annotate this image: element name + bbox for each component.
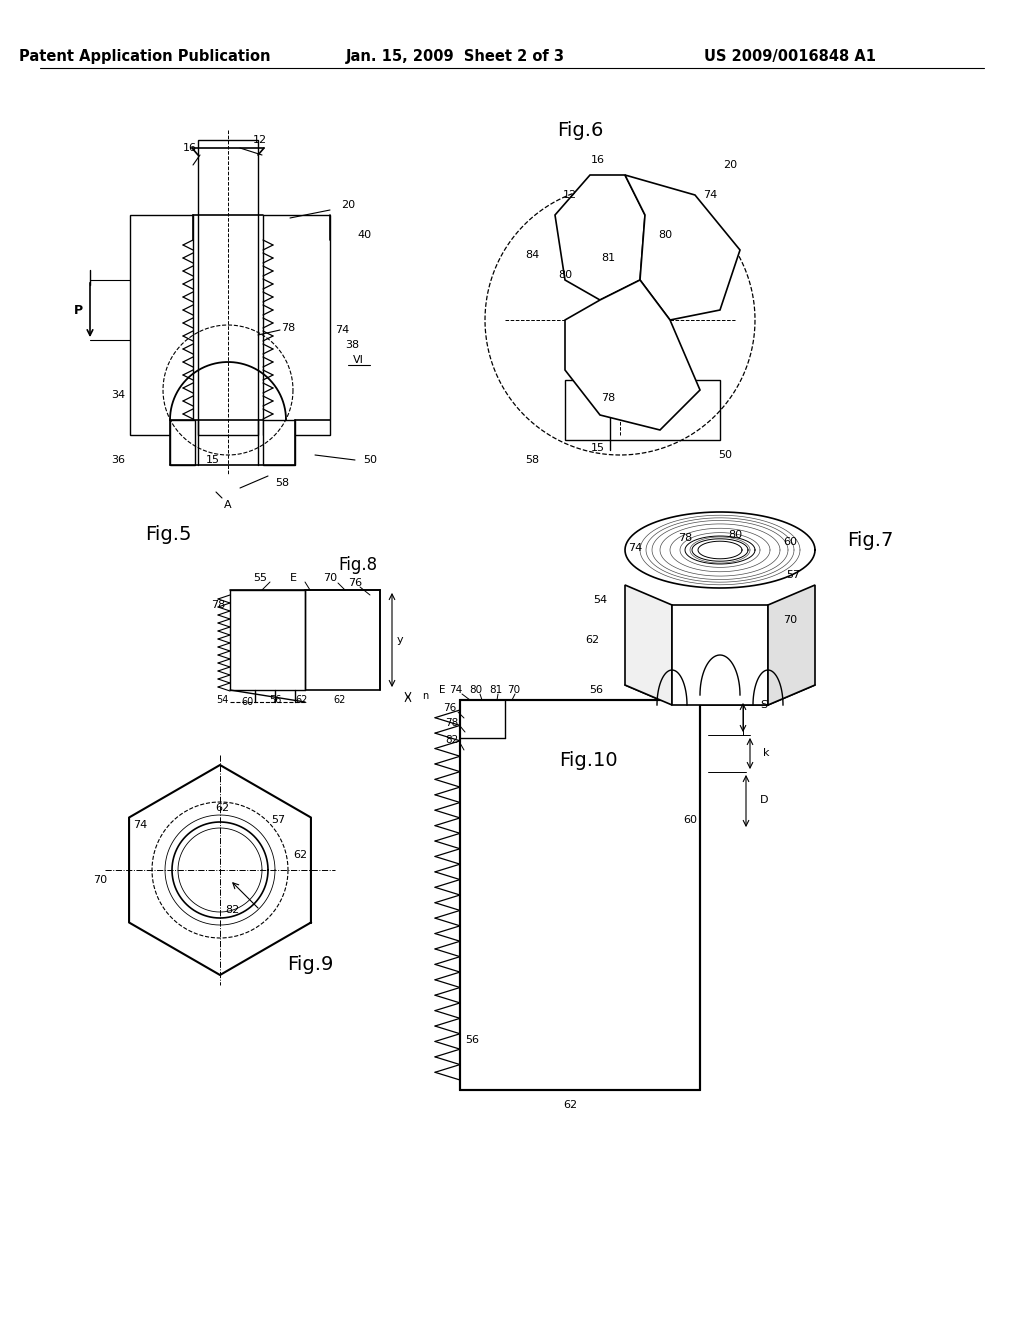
Text: 78: 78	[445, 718, 459, 729]
Polygon shape	[565, 280, 700, 430]
Text: P: P	[74, 304, 83, 317]
Bar	[198, 140, 258, 436]
Text: Fig.5: Fig.5	[144, 525, 191, 544]
Bar	[565, 380, 720, 440]
Text: 50: 50	[718, 450, 732, 459]
Text: n: n	[422, 690, 428, 701]
Text: 70: 70	[508, 685, 520, 696]
Text: 81: 81	[489, 685, 503, 696]
Polygon shape	[672, 605, 768, 705]
Text: 76: 76	[348, 578, 362, 587]
Text: 50: 50	[362, 455, 377, 465]
Text: 20: 20	[723, 160, 737, 170]
Text: Patent Application Publication: Patent Application Publication	[19, 49, 270, 65]
Bar	[170, 420, 195, 465]
Text: 60: 60	[242, 697, 254, 708]
Text: 78: 78	[211, 601, 225, 610]
Text: 60: 60	[783, 537, 797, 546]
Text: A: A	[224, 500, 231, 510]
Text: E: E	[290, 573, 297, 583]
Text: Fig.9: Fig.9	[287, 956, 333, 974]
Text: 84: 84	[525, 249, 539, 260]
Text: 62: 62	[585, 635, 599, 645]
Text: 80: 80	[728, 531, 742, 540]
Text: Fig.6: Fig.6	[557, 120, 603, 140]
Text: Fig.8: Fig.8	[339, 556, 378, 574]
Text: 16: 16	[183, 143, 197, 153]
Text: 54: 54	[216, 696, 228, 705]
Text: E: E	[438, 685, 445, 696]
Text: 74: 74	[450, 685, 463, 696]
Text: 15: 15	[206, 455, 220, 465]
Text: 34: 34	[111, 389, 125, 400]
Text: 62: 62	[334, 696, 346, 705]
Text: k: k	[763, 748, 769, 758]
Text: 62: 62	[293, 850, 307, 861]
Text: 54: 54	[593, 595, 607, 605]
Text: 62: 62	[296, 696, 308, 705]
Text: 12: 12	[253, 135, 267, 145]
Text: 16: 16	[591, 154, 605, 165]
Text: 70: 70	[93, 875, 108, 884]
Text: 57: 57	[271, 814, 285, 825]
Bar	[230, 590, 305, 690]
Text: 15: 15	[591, 444, 605, 453]
Text: 57: 57	[786, 570, 800, 579]
Text: 78: 78	[678, 533, 692, 543]
Text: 74: 74	[133, 820, 147, 830]
Text: 80: 80	[658, 230, 672, 240]
Text: 82: 82	[445, 735, 459, 744]
Bar	[305, 590, 380, 690]
Text: Fig.10: Fig.10	[559, 751, 617, 770]
Text: VI: VI	[352, 355, 364, 366]
Text: 40: 40	[358, 230, 372, 240]
Text: 62: 62	[215, 803, 229, 813]
Text: 80: 80	[558, 271, 572, 280]
Text: US 2009/0016848 A1: US 2009/0016848 A1	[705, 49, 876, 65]
Text: 74: 74	[628, 543, 642, 553]
Polygon shape	[625, 585, 672, 705]
Text: 78: 78	[601, 393, 615, 403]
Text: 80: 80	[469, 685, 482, 696]
Text: Fig.7: Fig.7	[847, 531, 893, 549]
Text: 38: 38	[345, 341, 359, 350]
Text: 82: 82	[225, 906, 240, 915]
Text: 20: 20	[341, 201, 355, 210]
Bar	[263, 420, 295, 465]
Text: 58: 58	[274, 478, 289, 488]
Bar	[460, 700, 700, 1090]
Polygon shape	[555, 176, 645, 300]
Text: 56: 56	[269, 696, 282, 705]
Text: 74: 74	[702, 190, 717, 201]
Text: 70: 70	[783, 615, 797, 624]
Polygon shape	[625, 176, 740, 319]
Text: 76: 76	[443, 704, 457, 713]
Text: 62: 62	[563, 1100, 578, 1110]
Text: 60: 60	[683, 814, 697, 825]
Text: 74: 74	[335, 325, 349, 335]
Text: 70: 70	[323, 573, 337, 583]
Text: 55: 55	[253, 573, 267, 583]
Bar	[263, 215, 330, 436]
Bar	[130, 215, 193, 436]
Text: 78: 78	[281, 323, 295, 333]
Text: 36: 36	[111, 455, 125, 465]
Text: 81: 81	[601, 253, 615, 263]
Text: S: S	[760, 700, 767, 710]
Text: 56: 56	[465, 1035, 479, 1045]
Text: Jan. 15, 2009  Sheet 2 of 3: Jan. 15, 2009 Sheet 2 of 3	[345, 49, 564, 65]
Text: 56: 56	[589, 685, 603, 696]
Text: 12: 12	[563, 190, 578, 201]
Text: D: D	[760, 795, 768, 805]
Text: y: y	[396, 635, 403, 645]
Text: 58: 58	[525, 455, 539, 465]
Polygon shape	[768, 585, 815, 705]
